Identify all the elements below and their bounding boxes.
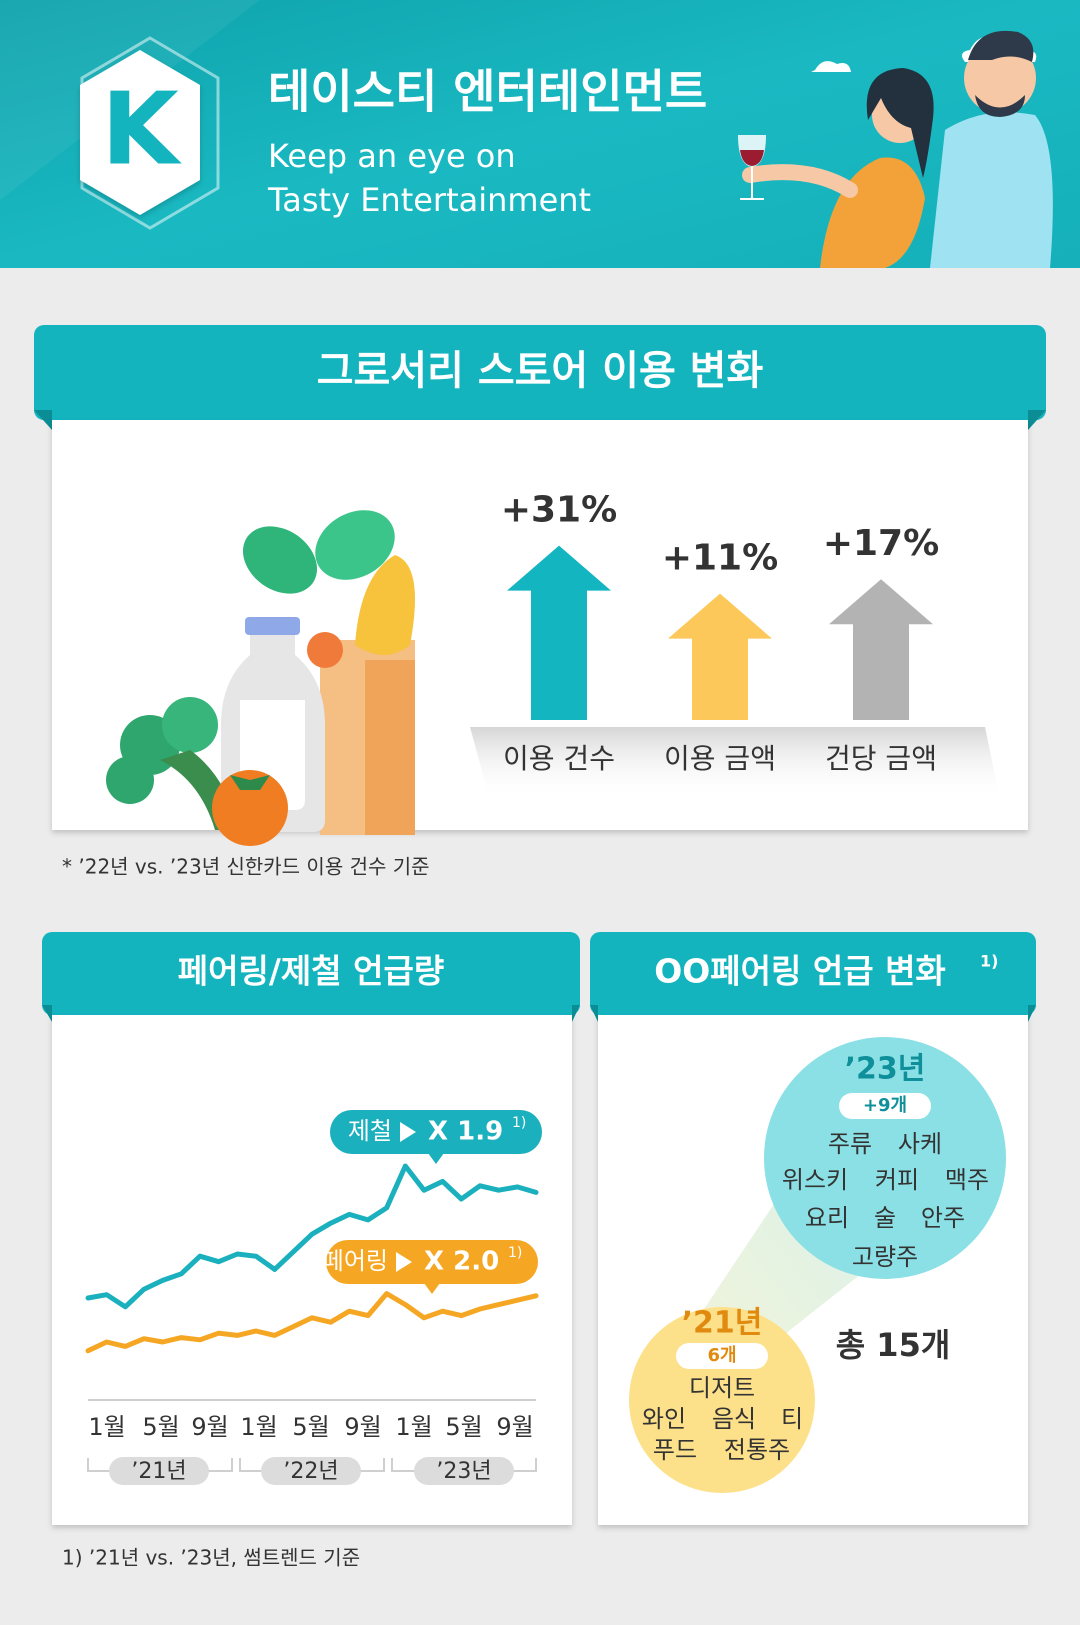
callout-multiplier: X 2.0 — [424, 1247, 499, 1277]
pairing-item: 전통주 — [724, 1436, 790, 1464]
pairing-item: 와인 — [642, 1405, 686, 1433]
pairing-item: 사케 — [898, 1130, 942, 1158]
year-label: ’23년 — [436, 1459, 491, 1484]
pairing-item: 안주 — [921, 1204, 965, 1232]
year-pill — [109, 1457, 209, 1485]
people-illustration — [738, 30, 1053, 268]
year-pill — [414, 1457, 514, 1485]
header-title: 테이스티 엔터테인먼트 — [268, 65, 707, 119]
header-fold — [1028, 1005, 1036, 1022]
pairing-item: 요리 — [805, 1204, 849, 1232]
section-title: OO페어링 언급 변화 — [654, 952, 946, 991]
callout: 페어링 X 2.0 1) — [322, 1240, 538, 1294]
callout-arrow — [400, 1122, 416, 1142]
line-series — [85, 1291, 539, 1354]
month-label: 5월 — [292, 1413, 329, 1441]
month-label: 5월 — [142, 1413, 179, 1441]
category-label: 이용 건수 — [503, 742, 615, 775]
header-subtitle: Tasty Entertainment — [267, 181, 591, 219]
arrow — [668, 593, 772, 720]
category-label: 이용 금액 — [664, 742, 776, 775]
section-header — [42, 932, 580, 1015]
header-fold — [590, 1005, 598, 1022]
month-label: 9월 — [496, 1413, 533, 1441]
month-label: 1월 — [240, 1413, 277, 1441]
pairing-item: 티 — [781, 1405, 803, 1433]
month-label: 5월 — [445, 1413, 482, 1441]
header-fold — [1028, 410, 1046, 430]
callout-tail — [424, 1283, 440, 1294]
arrow — [507, 545, 611, 720]
arrow — [829, 579, 933, 720]
logo-letter: K — [101, 70, 182, 187]
year-label: ’21년 — [131, 1459, 186, 1484]
bubble-count: +9개 — [863, 1095, 907, 1116]
pairing-item: 커피 — [875, 1166, 919, 1194]
month-label: 1월 — [395, 1413, 432, 1441]
bubble-21 — [629, 1307, 815, 1493]
section-title: 페어링/제철 언급량 — [178, 952, 444, 991]
category-label: 건당 금액 — [825, 742, 937, 775]
pairing-item: 고량주 — [852, 1243, 918, 1271]
count-pill — [839, 1093, 931, 1119]
section-title: 그로서리 스토어 이용 변화 — [317, 348, 764, 394]
value-label: +31% — [501, 490, 617, 531]
callout: 제철 X 1.9 1) — [330, 1110, 542, 1164]
header-fold — [34, 410, 52, 430]
pairing-item: 디저트 — [689, 1374, 755, 1402]
section-header — [34, 325, 1046, 420]
callout-pill — [326, 1240, 538, 1284]
line-series — [85, 1163, 539, 1310]
pairing-item: 푸드 — [653, 1436, 697, 1464]
logo-hexagon — [80, 50, 200, 215]
month-label: 9월 — [344, 1413, 381, 1441]
value-label: +17% — [823, 523, 939, 564]
bubble-count: 6개 — [707, 1345, 736, 1366]
pairing-item: 위스키 — [782, 1166, 848, 1194]
header-subtitle: Keep an eye on — [268, 137, 516, 175]
callout-multiplier: X 1.9 — [428, 1117, 503, 1147]
month-label: 1월 — [88, 1413, 125, 1441]
bubble-year: ’21년 — [682, 1306, 763, 1341]
section-header — [590, 932, 1036, 1015]
count-pill — [676, 1343, 768, 1369]
callout-name: 페어링 — [322, 1247, 388, 1275]
year-pill — [261, 1457, 361, 1485]
value-label: +11% — [662, 538, 778, 579]
callout-note-mark: 1) — [512, 1115, 526, 1131]
pairing-item: 음식 — [712, 1405, 756, 1433]
pairing-item: 주류 — [828, 1130, 872, 1158]
callout-name: 제철 — [348, 1117, 392, 1145]
groceries-illustration — [106, 510, 415, 846]
pairing-item: 술 — [874, 1204, 896, 1232]
bubble-23 — [764, 1037, 1006, 1279]
shelf — [470, 727, 1000, 800]
logo-outline — [80, 36, 220, 230]
month-label: 9월 — [191, 1413, 228, 1441]
header-fold — [572, 1005, 580, 1022]
callout-tail — [428, 1153, 444, 1164]
year-label: ’22년 — [283, 1459, 338, 1484]
callout-note-mark: 1) — [508, 1245, 522, 1261]
bubble-year: ’23년 — [845, 1052, 926, 1087]
total-count: 총 15개 — [836, 1326, 951, 1364]
footnote: 1) ’21년 vs. ’23년, 썸트렌드 기준 — [62, 1546, 360, 1570]
header-fold — [42, 1005, 52, 1022]
pairing-item: 맥주 — [945, 1166, 989, 1194]
callout-arrow — [396, 1252, 412, 1272]
callout-pill — [330, 1110, 542, 1154]
title-note-mark: 1) — [980, 952, 998, 971]
note: * ’22년 vs. ’23년 신한카드 이용 건수 기준 — [62, 855, 430, 879]
